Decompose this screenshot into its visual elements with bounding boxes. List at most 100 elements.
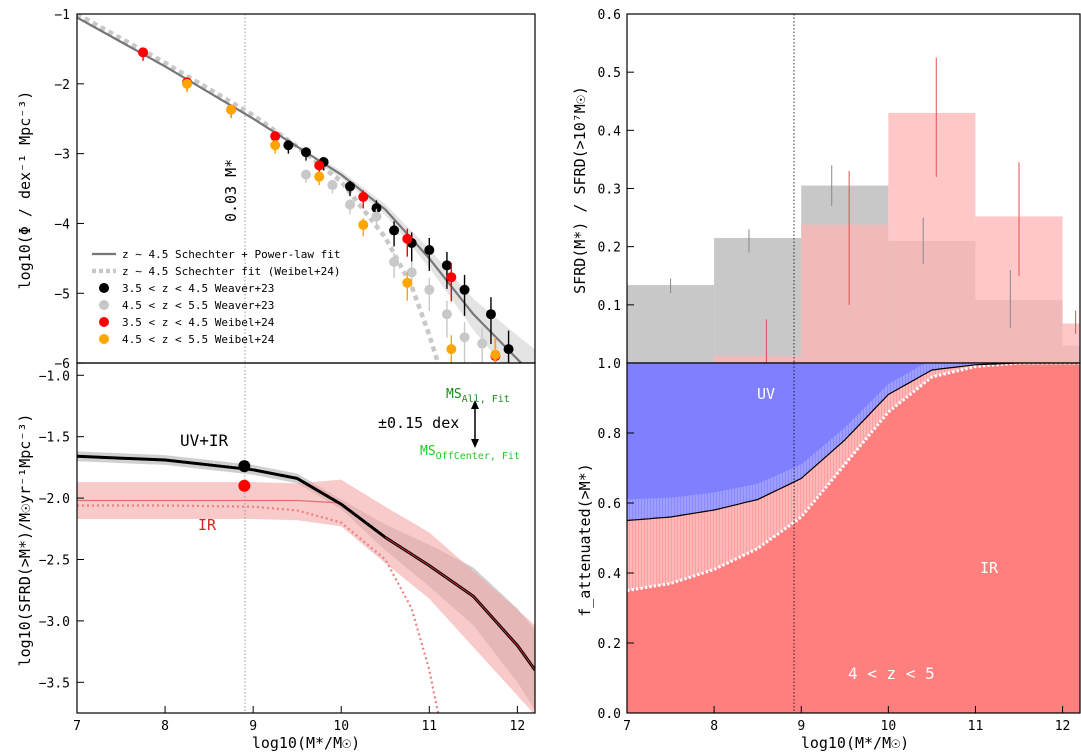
smf-point xyxy=(345,199,356,210)
smf-point xyxy=(358,219,369,230)
legend-entry: z ∼ 4.5 Schechter + Power-law fit xyxy=(122,248,341,261)
hist-bar xyxy=(801,224,889,363)
smf-y-tick-label: −2 xyxy=(54,78,70,93)
ir-region-label: IR xyxy=(980,559,999,577)
sfrd-x-tick-label: 7 xyxy=(73,719,81,734)
smf-point xyxy=(283,140,294,151)
hist-y-tick-label: 0.6 xyxy=(598,8,621,23)
sfrd-y-tick-label: −2.0 xyxy=(39,492,70,507)
smf-y-ticks: −1 −2 −3 −4 −5 −6 xyxy=(54,8,84,372)
sfrd-y-ticks: −1.0 −1.5 −2.0 −2.5 −3.0 −3.5 xyxy=(39,369,84,691)
fatt-ylabel: f_attenuated(>M*) xyxy=(576,463,594,617)
smf-point xyxy=(424,244,435,255)
smf-y-tick-label: −4 xyxy=(54,217,70,232)
dex-arrow xyxy=(471,400,479,448)
fatt-xlabel: log10(M*/M☉) xyxy=(801,734,909,752)
panel-smf: −1 −2 −3 −4 −5 −6 0.03 M* log10(Φ / dex⁻¹ Mpc… xyxy=(16,8,536,372)
smf-point xyxy=(446,344,457,355)
fatt-offcenter-line xyxy=(627,363,1080,592)
smf-point xyxy=(459,284,470,295)
smf-point xyxy=(270,131,281,142)
sfrd-y-tick-label: −3.5 xyxy=(39,676,70,691)
smf-point xyxy=(459,332,470,343)
smf-point xyxy=(345,181,356,192)
smf-point xyxy=(371,203,382,214)
smf-point xyxy=(226,104,237,115)
hist-bar xyxy=(627,285,715,363)
hist-y-ticks: 0.6 0.5 0.4 0.3 0.2 0.1 xyxy=(598,8,634,314)
sfrd-x-ticks: 7 8 9 10 11 12 xyxy=(73,706,525,734)
sfrd-y-tick-label: −2.5 xyxy=(39,553,70,568)
smf-legend: z ∼ 4.5 Schechter + Power-law fit z ∼ 4.… xyxy=(92,248,341,346)
sfrd-point xyxy=(238,460,251,473)
ms-all-label: MSAll, Fit xyxy=(446,387,510,405)
hist-y-tick-label: 0.2 xyxy=(598,241,621,256)
smf-point xyxy=(270,140,281,151)
fatt-y-tick-label: 0.8 xyxy=(598,427,621,442)
smf-point xyxy=(441,309,452,320)
fatt-y-tick-label: 0.4 xyxy=(598,567,622,582)
ir-label: IR xyxy=(198,516,217,534)
sfrd-y-tick-label: −3.0 xyxy=(39,615,70,630)
smf-y-tick-label: −5 xyxy=(54,287,70,302)
legend-entry: 3.5 < z < 4.5 Weaver+23 xyxy=(122,282,274,295)
smf-point xyxy=(371,211,382,222)
sfrd-y-tick-label: −1.0 xyxy=(39,369,70,384)
smf-point xyxy=(406,267,417,278)
mstar-label: 0.03 M* xyxy=(222,159,240,222)
smf-point xyxy=(314,160,325,171)
hist-y-tick-label: 0.3 xyxy=(598,183,621,198)
smf-point xyxy=(490,349,501,360)
sfrd-x-tick-label: 9 xyxy=(249,719,257,734)
legend-entry: 4.5 < z < 5.5 Weibel+24 xyxy=(122,333,275,346)
hist-bar xyxy=(714,356,802,363)
ir-hatch-region xyxy=(627,363,1080,591)
fatt-x-tick-label: 8 xyxy=(710,719,718,734)
panel-sfrd: −1.0 −1.5 −2.0 −2.5 −3.0 −3.5 7 8 9 10 11 12 log10… xyxy=(16,362,536,752)
hist-y-tick-label: 0.1 xyxy=(598,299,621,314)
smf-point xyxy=(477,338,488,349)
sfrd-y-tick-label: −1.5 xyxy=(39,431,70,446)
fatt-y-tick-label: 1.0 xyxy=(598,357,621,372)
sfrd-ylabel: log10(SFRD(>M*)/M☉yr⁻¹Mpc⁻³) xyxy=(16,414,34,667)
hist-y-tick-label: 0.4 xyxy=(598,124,622,139)
hist-bars xyxy=(627,57,1080,363)
sfrd-x-tick-label: 11 xyxy=(421,719,437,734)
smf-weibel-fit-line xyxy=(77,14,441,363)
smf-points xyxy=(138,47,514,363)
hist-bar xyxy=(714,237,802,363)
smf-point xyxy=(389,256,400,267)
uvir-label: UV+IR xyxy=(180,431,229,450)
ms-offcenter-label: MSOffCenter, Fit xyxy=(420,444,520,462)
fatt-y-tick-label: 0.6 xyxy=(598,497,621,512)
sfrd-ir-line xyxy=(77,499,342,504)
smf-point xyxy=(138,47,149,58)
fatt-x-tick-label: 12 xyxy=(1055,719,1071,734)
sfrd-ir-offcenter-line xyxy=(77,504,440,713)
dex-label: ±0.15 dex xyxy=(378,414,459,432)
sfrd-x-tick-label: 12 xyxy=(510,719,526,734)
sfrd-x-tick-label: 8 xyxy=(161,719,169,734)
hist-bar xyxy=(1062,323,1080,363)
smf-y-tick-label: −6 xyxy=(54,357,70,372)
fatt-y-ticks: 1.0 0.8 0.6 0.4 0.2 0.0 xyxy=(598,357,634,722)
sfrd-x-tick-label: 10 xyxy=(333,719,349,734)
sfrd-ir-band xyxy=(77,479,535,713)
smf-point xyxy=(327,180,338,191)
ir-region xyxy=(627,363,1080,713)
fatt-x-tick-label: 10 xyxy=(881,719,897,734)
redshift-label: 4 < z < 5 xyxy=(848,664,935,683)
smf-point xyxy=(485,309,496,320)
panel-hist: 0.6 0.5 0.4 0.3 0.2 0.1 SFRD(M*) / SFRD(>10⁷M… xyxy=(571,8,1081,364)
hist-bar xyxy=(888,112,976,363)
sfrd-frame xyxy=(76,362,536,714)
panel-fatt: 1.0 0.8 0.6 0.4 0.2 0.0 7 8 9 10 11 12 log10(M*/M☉… xyxy=(576,357,1081,752)
smf-y-tick-label: −1 xyxy=(54,8,70,23)
uv-label: UV xyxy=(757,385,775,403)
smf-point xyxy=(389,225,400,236)
smf-point xyxy=(441,260,452,271)
smf-point xyxy=(182,78,193,89)
smf-point xyxy=(301,147,311,158)
fatt-frame xyxy=(626,362,1081,714)
